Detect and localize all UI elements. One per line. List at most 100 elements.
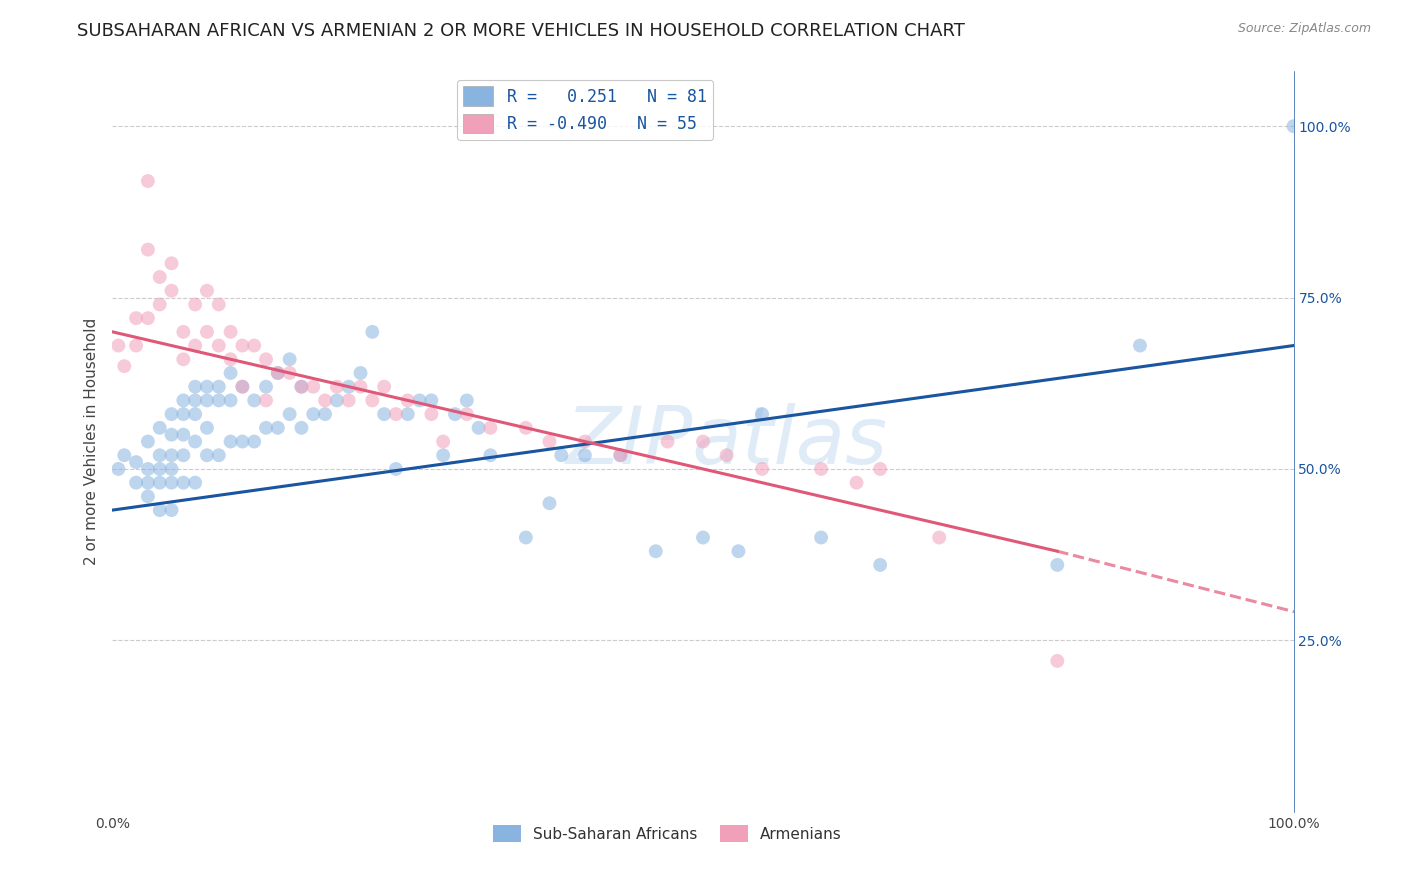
Point — [349, 380, 371, 394]
Point — [160, 256, 183, 270]
Point — [136, 462, 159, 476]
Point — [219, 434, 242, 449]
Point — [231, 380, 253, 394]
Point — [278, 366, 301, 380]
Point — [254, 421, 277, 435]
Point — [290, 380, 312, 394]
Point — [869, 558, 891, 572]
Point — [479, 448, 502, 462]
Point — [396, 393, 419, 408]
Point — [172, 475, 194, 490]
Point — [810, 462, 832, 476]
Point — [373, 407, 395, 421]
Y-axis label: 2 or more Vehicles in Household: 2 or more Vehicles in Household — [84, 318, 100, 566]
Point — [326, 380, 349, 394]
Point — [125, 338, 148, 352]
Point — [373, 380, 395, 394]
Point — [845, 475, 868, 490]
Point — [314, 393, 336, 408]
Point — [456, 393, 478, 408]
Point — [208, 393, 231, 408]
Point — [107, 338, 129, 352]
Point — [243, 434, 266, 449]
Point — [278, 407, 301, 421]
Point — [444, 407, 467, 421]
Point — [290, 380, 312, 394]
Point — [125, 311, 148, 326]
Point — [361, 393, 384, 408]
Point — [125, 475, 148, 490]
Point — [184, 393, 207, 408]
Point — [149, 421, 172, 435]
Point — [254, 352, 277, 367]
Point — [432, 434, 454, 449]
Point — [337, 393, 360, 408]
Point — [208, 448, 231, 462]
Point — [172, 352, 194, 367]
Point — [538, 496, 561, 510]
Point — [254, 393, 277, 408]
Point — [243, 338, 266, 352]
Point — [716, 448, 738, 462]
Point — [385, 407, 408, 421]
Point — [432, 448, 454, 462]
Point — [136, 475, 159, 490]
Point — [314, 407, 336, 421]
Point — [408, 393, 430, 408]
Point — [337, 380, 360, 394]
Point — [195, 421, 218, 435]
Point — [149, 475, 172, 490]
Point — [267, 366, 290, 380]
Point — [107, 462, 129, 476]
Point — [172, 427, 194, 442]
Point — [810, 531, 832, 545]
Point — [456, 407, 478, 421]
Point — [609, 448, 631, 462]
Point — [136, 434, 159, 449]
Point — [136, 174, 159, 188]
Point — [160, 284, 183, 298]
Point — [172, 448, 194, 462]
Point — [574, 448, 596, 462]
Point — [657, 434, 679, 449]
Point — [349, 366, 371, 380]
Point — [751, 462, 773, 476]
Point — [184, 407, 207, 421]
Point — [219, 393, 242, 408]
Point — [609, 448, 631, 462]
Point — [254, 380, 277, 394]
Point — [219, 325, 242, 339]
Point — [302, 407, 325, 421]
Point — [1046, 654, 1069, 668]
Point — [420, 393, 443, 408]
Point — [385, 462, 408, 476]
Point — [420, 407, 443, 421]
Point — [267, 421, 290, 435]
Point — [160, 462, 183, 476]
Point — [644, 544, 666, 558]
Point — [195, 380, 218, 394]
Point — [278, 352, 301, 367]
Point — [184, 475, 207, 490]
Point — [149, 297, 172, 311]
Point — [302, 380, 325, 394]
Point — [195, 325, 218, 339]
Point — [149, 503, 172, 517]
Point — [479, 421, 502, 435]
Point — [195, 448, 218, 462]
Point — [160, 448, 183, 462]
Point — [231, 338, 253, 352]
Point — [112, 448, 135, 462]
Point — [515, 421, 537, 435]
Point — [125, 455, 148, 469]
Point — [550, 448, 572, 462]
Point — [136, 243, 159, 257]
Point — [195, 393, 218, 408]
Point — [231, 434, 253, 449]
Point — [112, 359, 135, 373]
Point — [160, 427, 183, 442]
Point — [160, 503, 183, 517]
Point — [219, 366, 242, 380]
Point — [751, 407, 773, 421]
Point — [1282, 119, 1305, 133]
